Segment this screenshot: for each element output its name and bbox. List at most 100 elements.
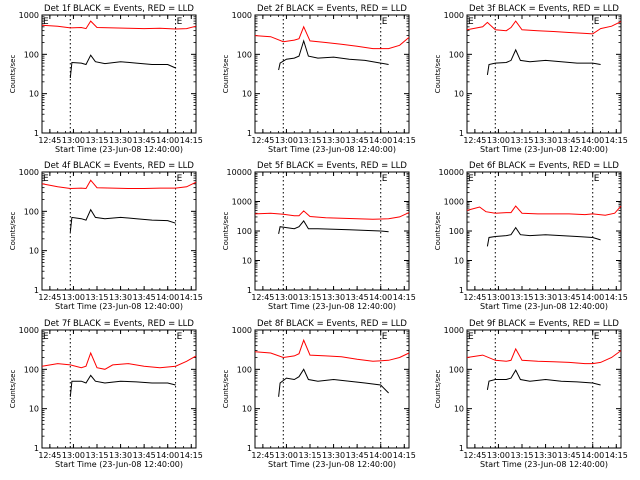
event-rate-line bbox=[486, 369, 601, 390]
x-tick-label: 13:15 bbox=[510, 136, 533, 145]
interval-marker-label: E bbox=[177, 332, 183, 342]
panel-title: Det 5f BLACK = Events, RED = LLD bbox=[257, 161, 407, 171]
plot-frame bbox=[254, 14, 410, 134]
x-tick-label: 13:15 bbox=[85, 451, 108, 460]
x-tick-label: 13:45 bbox=[133, 293, 156, 302]
x-axis-label: Start Time (23-Jun-08 12:40:00) bbox=[480, 302, 608, 311]
x-tick-label: 14:00 bbox=[156, 136, 179, 145]
x-tick-label: 13:45 bbox=[558, 451, 581, 460]
interval-marker-label: E bbox=[468, 17, 474, 27]
y-tick-label: 1000 bbox=[232, 11, 252, 20]
x-tick-label: 12:45 bbox=[463, 293, 486, 302]
x-tick-label: 13:00 bbox=[62, 451, 85, 460]
y-tick-label: 10 bbox=[242, 90, 252, 99]
y-tick-label: 1 bbox=[247, 286, 252, 295]
x-tick-label: 13:00 bbox=[62, 136, 85, 145]
y-tick-label: 10 bbox=[454, 257, 464, 266]
lld-rate-line bbox=[254, 210, 410, 220]
plot-frame bbox=[466, 14, 622, 134]
y-axis-label: Counts/sec bbox=[9, 55, 17, 94]
lld-rate-line bbox=[254, 338, 410, 362]
y-axis-label: Counts/sec bbox=[434, 55, 442, 94]
x-tick-label: 13:00 bbox=[487, 293, 510, 302]
x-axis-label: Start Time (23-Jun-08 12:40:00) bbox=[268, 145, 396, 154]
x-axis-label: Start Time (23-Jun-08 12:40:00) bbox=[480, 460, 608, 469]
x-tick-label: 13:00 bbox=[487, 136, 510, 145]
y-tick-label: 1 bbox=[247, 444, 252, 453]
y-tick-label: 100 bbox=[237, 50, 252, 59]
x-tick-label: 14:00 bbox=[581, 136, 604, 145]
panel-title: Det 8f BLACK = Events, RED = LLD bbox=[257, 319, 407, 329]
interval-marker-label: E bbox=[43, 17, 49, 27]
x-tick-label: 12:45 bbox=[463, 451, 486, 460]
x-tick-label: 13:15 bbox=[298, 293, 321, 302]
interval-marker-label: E bbox=[594, 17, 600, 27]
y-tick-label: 100 bbox=[24, 50, 39, 59]
panel-title: Det 2f BLACK = Events, RED = LLD bbox=[257, 4, 407, 14]
interval-marker-label: E bbox=[468, 332, 474, 342]
x-tick-label: 13:45 bbox=[133, 136, 156, 145]
x-tick-label: 13:00 bbox=[275, 136, 298, 145]
x-tick-label: 12:45 bbox=[463, 136, 486, 145]
x-axis-label: Start Time (23-Jun-08 12:40:00) bbox=[480, 145, 608, 154]
y-tick-label: 1000 bbox=[444, 11, 464, 20]
x-tick-label: 12:45 bbox=[251, 451, 274, 460]
x-tick-label: 13:30 bbox=[322, 136, 345, 145]
y-tick-label: 1000 bbox=[19, 11, 39, 20]
y-axis-label: Counts/sec bbox=[434, 370, 442, 409]
x-tick-label: 13:45 bbox=[133, 451, 156, 460]
y-tick-label: 1 bbox=[34, 444, 39, 453]
plot-frame bbox=[41, 329, 197, 449]
x-tick-label: 14:00 bbox=[581, 451, 604, 460]
event-rate-line bbox=[486, 48, 601, 75]
x-tick-label: 13:15 bbox=[298, 451, 321, 460]
plot-frame bbox=[41, 14, 197, 134]
x-tick-label: 13:15 bbox=[85, 293, 108, 302]
y-tick-label: 10 bbox=[454, 90, 464, 99]
y-tick-label: 1 bbox=[34, 129, 39, 138]
x-axis-label: Start Time (23-Jun-08 12:40:00) bbox=[268, 460, 396, 469]
y-axis-label: Counts/sec bbox=[222, 55, 230, 94]
x-axis-label: Start Time (23-Jun-08 12:40:00) bbox=[55, 302, 183, 311]
event-rate-line bbox=[69, 374, 176, 397]
x-tick-label: 14:00 bbox=[369, 136, 392, 145]
y-tick-label: 100 bbox=[237, 227, 252, 236]
x-tick-label: 13:30 bbox=[109, 451, 132, 460]
y-tick-label: 10 bbox=[242, 405, 252, 414]
y-tick-label: 10 bbox=[454, 405, 464, 414]
y-tick-label: 10 bbox=[29, 405, 39, 414]
x-tick-label: 14:00 bbox=[581, 293, 604, 302]
x-tick-label: 14:00 bbox=[369, 293, 392, 302]
x-tick-label: 13:15 bbox=[85, 136, 108, 145]
x-tick-label: 13:30 bbox=[322, 293, 345, 302]
detector-panel: Det 1f BLACK = Events, RED = LLD 1 10 100 10… bbox=[9, 4, 203, 154]
detector-panel: Det 6f BLACK = Events, RED = LLD 1 10 100 10… bbox=[434, 161, 628, 311]
lld-rate-line bbox=[466, 20, 622, 35]
y-tick-label: 100 bbox=[24, 365, 39, 374]
plot-frame bbox=[466, 171, 622, 291]
x-tick-label: 13:45 bbox=[346, 136, 369, 145]
event-rate-line bbox=[278, 220, 389, 235]
plot-frame bbox=[466, 329, 622, 449]
interval-marker-label: E bbox=[43, 174, 49, 184]
y-tick-label: 10 bbox=[242, 257, 252, 266]
x-tick-label: 13:15 bbox=[510, 451, 533, 460]
interval-marker-label: E bbox=[468, 174, 474, 184]
y-tick-label: 1000 bbox=[232, 326, 252, 335]
lld-rate-line bbox=[41, 20, 197, 30]
y-tick-label: 10000 bbox=[439, 168, 464, 177]
x-tick-label: 13:30 bbox=[109, 136, 132, 145]
y-tick-label: 1000 bbox=[232, 198, 252, 207]
y-tick-label: 1000 bbox=[19, 168, 39, 177]
plot-frame bbox=[254, 329, 410, 449]
x-tick-label: 13:45 bbox=[558, 293, 581, 302]
interval-marker-label: E bbox=[177, 17, 183, 27]
x-tick-label: 13:45 bbox=[558, 136, 581, 145]
plot-frame bbox=[41, 171, 197, 291]
panel-title: Det 3f BLACK = Events, RED = LLD bbox=[469, 4, 619, 14]
panel-title: Det 6f BLACK = Events, RED = LLD bbox=[469, 161, 619, 171]
y-tick-label: 1000 bbox=[444, 326, 464, 335]
y-axis-label: Counts/sec bbox=[9, 370, 17, 409]
y-tick-label: 100 bbox=[237, 365, 252, 374]
